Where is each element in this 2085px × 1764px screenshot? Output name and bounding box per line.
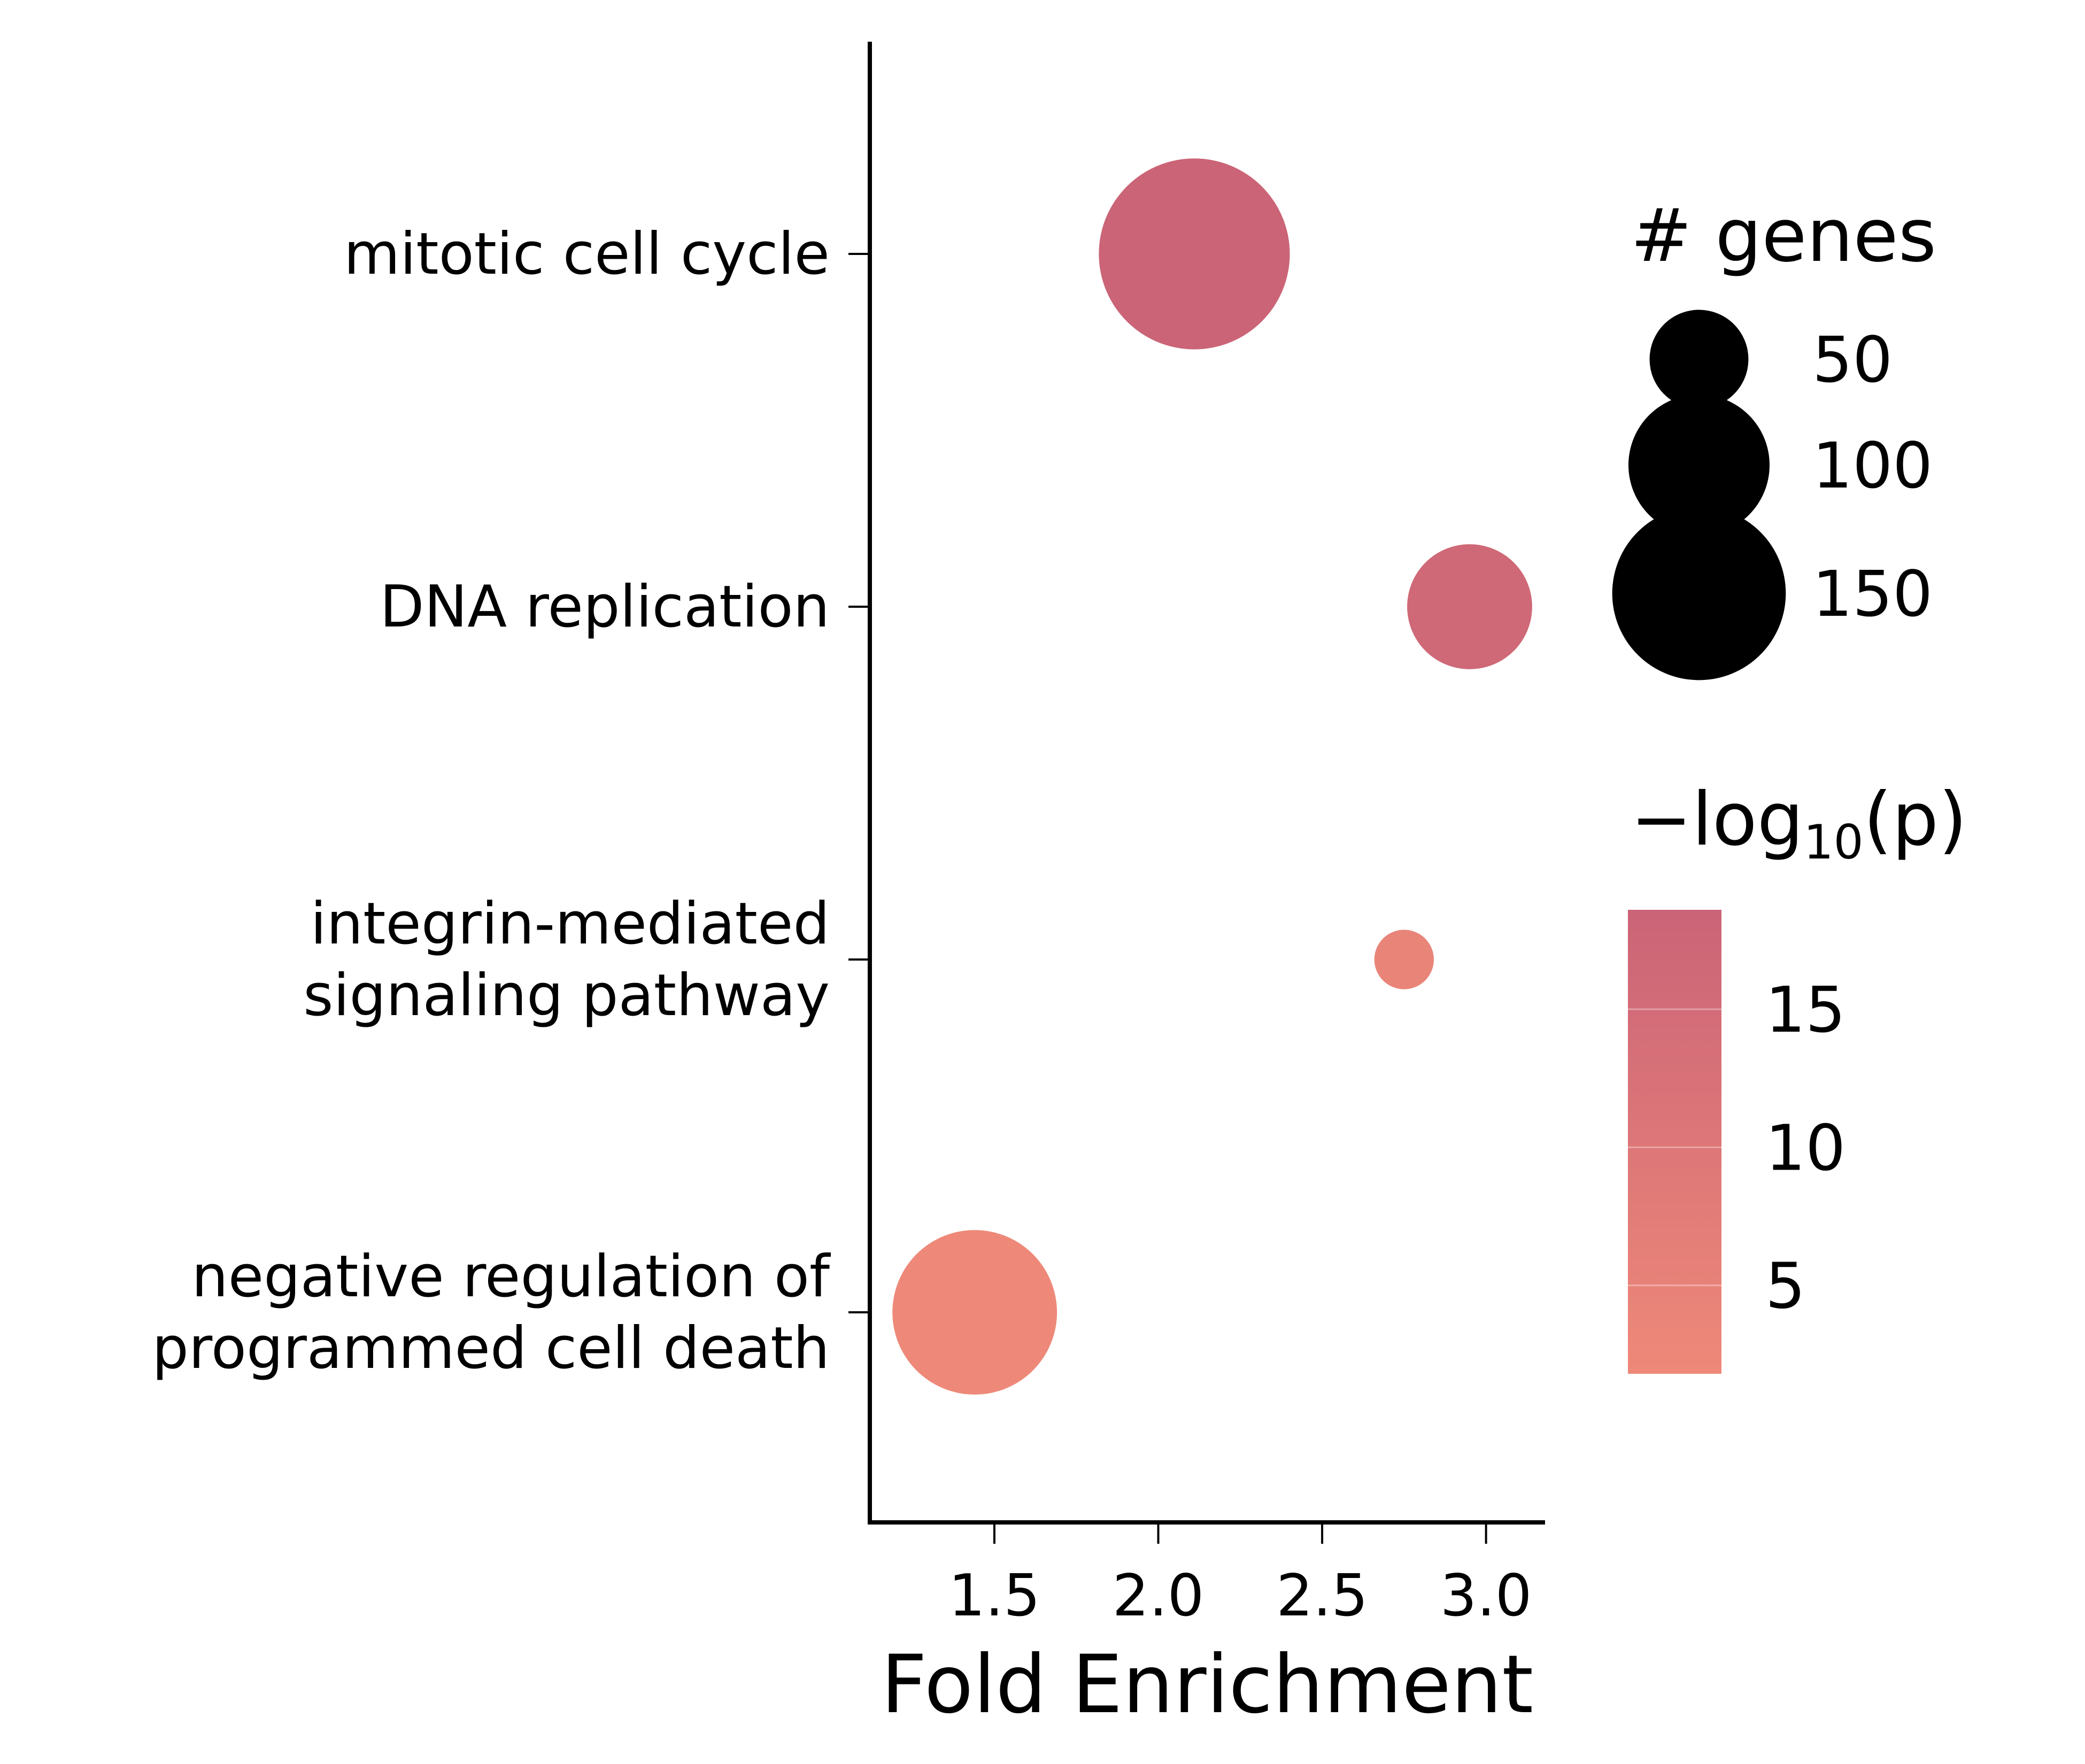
color-legend-title: −log10(p) bbox=[1631, 777, 1967, 870]
size-legend-label: 150 bbox=[1812, 557, 1933, 631]
y-tick-label: DNA replication bbox=[380, 574, 830, 640]
data-point bbox=[1407, 544, 1532, 669]
size-legend-title: # genes bbox=[1631, 194, 1936, 278]
colorbar bbox=[1628, 910, 1721, 1374]
x-tick-label: 2.5 bbox=[1276, 1562, 1368, 1629]
y-tick-label: programmed cell death bbox=[152, 1315, 830, 1382]
data-point bbox=[1374, 930, 1434, 989]
x-tick-label: 1.5 bbox=[948, 1562, 1040, 1629]
size-legend-marker bbox=[1628, 394, 1770, 536]
colorbar-tick-label: 10 bbox=[1765, 1111, 1845, 1185]
size-legend-label: 50 bbox=[1812, 323, 1893, 397]
data-point bbox=[892, 1230, 1057, 1395]
size-legend-marker bbox=[1612, 506, 1786, 680]
size-legend-marker bbox=[1649, 310, 1749, 409]
y-tick-label: integrin-mediated bbox=[311, 891, 830, 957]
x-tick-label: 2.0 bbox=[1113, 1562, 1204, 1629]
y-tick-label: signaling pathway bbox=[303, 962, 830, 1029]
size-legend-label: 100 bbox=[1812, 429, 1933, 502]
colorbar-tick-label: 15 bbox=[1765, 973, 1845, 1047]
colorbar-tick-label: 5 bbox=[1765, 1249, 1805, 1323]
data-point bbox=[1099, 158, 1290, 350]
y-tick-label: mitotic cell cycle bbox=[344, 221, 830, 288]
y-tick-label: negative regulation of bbox=[191, 1243, 831, 1310]
x-axis-label: Fold Enrichment bbox=[881, 1638, 1533, 1731]
x-tick-label: 3.0 bbox=[1440, 1562, 1532, 1629]
